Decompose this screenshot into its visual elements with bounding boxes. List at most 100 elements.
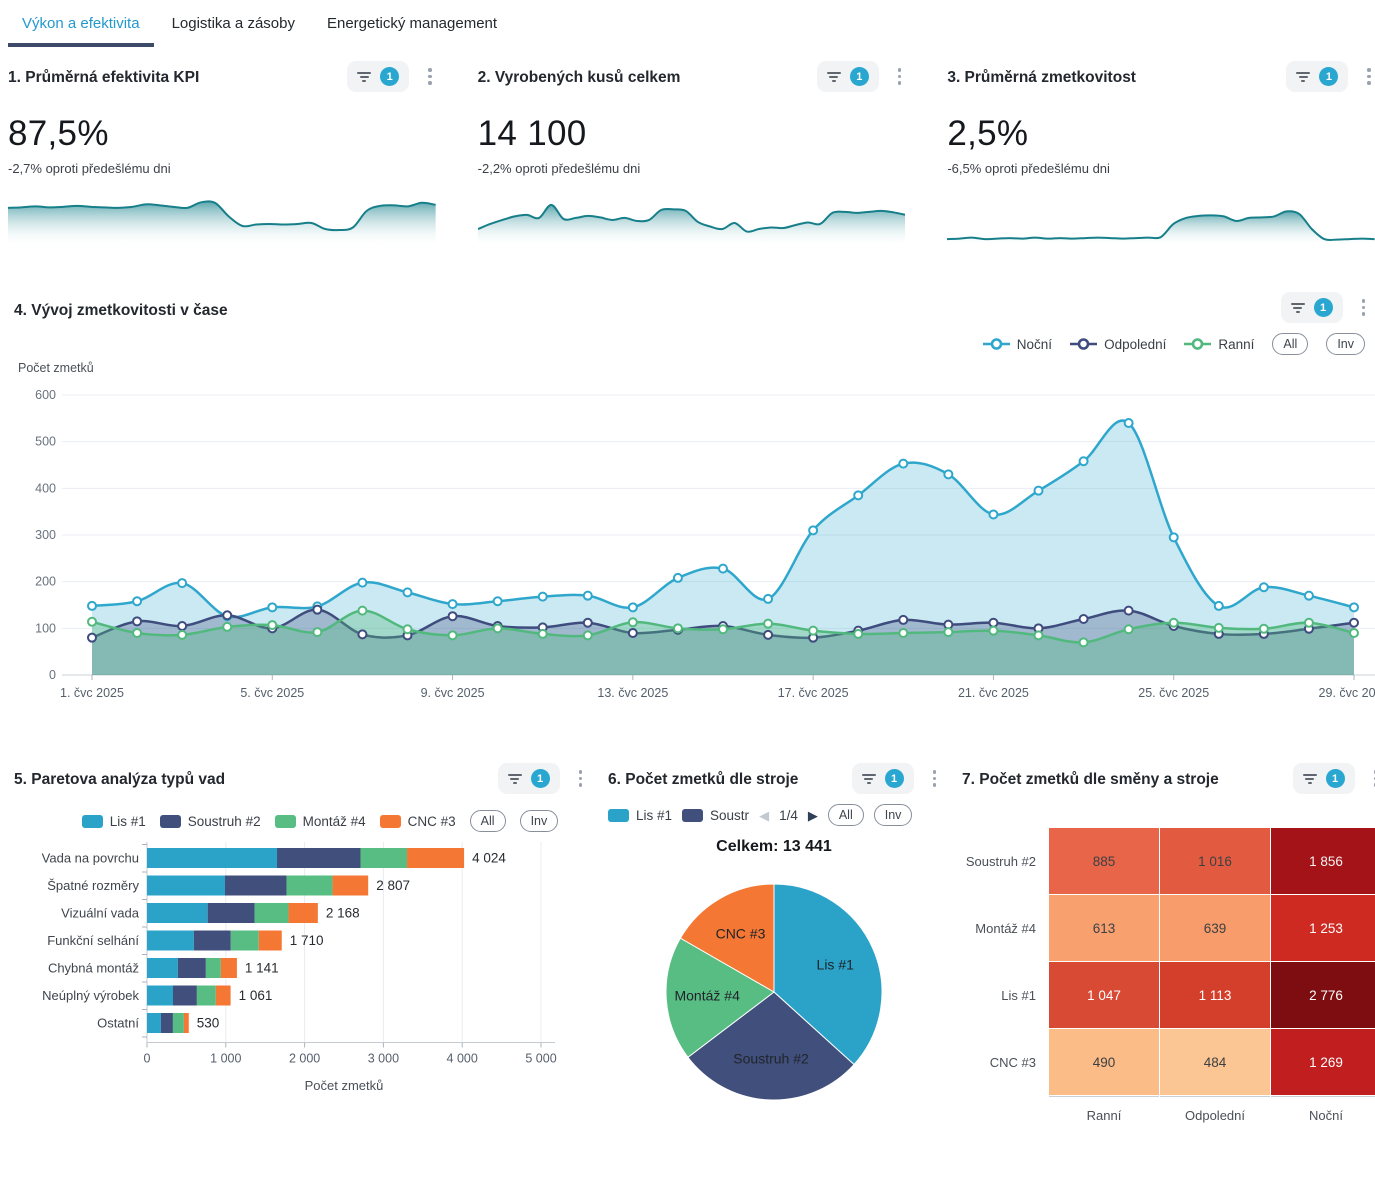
bar-segment[interactable]: [205, 958, 221, 978]
data-point[interactable]: [87, 600, 97, 611]
data-point[interactable]: [988, 617, 999, 628]
bar-segment[interactable]: [147, 903, 208, 923]
tab-logistika-a-zasoby[interactable]: Logistika a zásoby: [171, 15, 295, 32]
bar-segment[interactable]: [225, 875, 287, 896]
data-point[interactable]: [1258, 623, 1269, 634]
data-point[interactable]: [672, 623, 683, 634]
data-point[interactable]: [267, 620, 278, 631]
kebab-menu-icon[interactable]: [575, 765, 587, 792]
legend-item-ranní[interactable]: Ranní: [1184, 337, 1254, 352]
legend-item-cnc-3[interactable]: CNC #3: [379, 814, 456, 829]
data-point[interactable]: [582, 630, 593, 641]
data-point[interactable]: [1078, 456, 1089, 467]
data-point[interactable]: [1078, 614, 1089, 624]
data-point[interactable]: [1168, 617, 1179, 628]
filter-button[interactable]: 1: [1280, 292, 1343, 323]
data-point[interactable]: [492, 623, 503, 634]
data-point[interactable]: [537, 628, 548, 639]
data-point[interactable]: [312, 627, 323, 638]
data-point[interactable]: [763, 618, 774, 629]
data-point[interactable]: [132, 616, 143, 627]
bar-segment[interactable]: [258, 930, 282, 951]
filter-button[interactable]: 1: [851, 763, 914, 794]
data-point[interactable]: [1213, 622, 1224, 633]
bar-segment[interactable]: [147, 875, 226, 896]
data-point[interactable]: [402, 624, 413, 635]
bar-segment[interactable]: [220, 958, 237, 978]
tab-vykon-a-efektivita[interactable]: Výkon a efektivita: [6, 0, 156, 47]
data-point[interactable]: [988, 625, 999, 636]
data-point[interactable]: [1123, 624, 1134, 635]
data-point[interactable]: [672, 572, 683, 583]
filter-button[interactable]: 1: [1286, 61, 1349, 92]
data-point[interactable]: [627, 602, 638, 613]
data-point[interactable]: [1033, 630, 1044, 641]
bar-segment[interactable]: [207, 903, 255, 923]
data-point[interactable]: [1123, 605, 1134, 616]
data-point[interactable]: [222, 621, 233, 632]
data-point[interactable]: [898, 458, 909, 469]
bar-segment[interactable]: [147, 848, 278, 868]
legend-item-lis-1[interactable]: Lis #1: [81, 814, 146, 829]
legend-item-lis-1[interactable]: Lis #1: [608, 808, 672, 823]
pie-slice-mont-4[interactable]: [665, 937, 775, 1058]
legend-item-odpolední[interactable]: Odpolední: [1070, 337, 1166, 352]
data-point[interactable]: [1168, 532, 1179, 543]
data-point[interactable]: [402, 587, 413, 598]
kebab-menu-icon[interactable]: [894, 63, 906, 90]
bar-segment[interactable]: [286, 875, 333, 896]
pie-slice-cnc-3[interactable]: [679, 883, 775, 993]
filter-button[interactable]: 1: [816, 61, 879, 92]
legend-prev-page-icon[interactable]: ◀: [759, 807, 770, 823]
bar-segment[interactable]: [147, 985, 174, 1006]
legend-all-button[interactable]: All: [469, 810, 506, 832]
bar-segment[interactable]: [160, 1013, 173, 1033]
legend-item-noční[interactable]: Noční: [982, 337, 1052, 352]
bar-segment[interactable]: [183, 1013, 189, 1033]
data-point[interactable]: [898, 628, 909, 638]
bar-segment[interactable]: [147, 1013, 161, 1033]
bar-segment[interactable]: [277, 848, 361, 868]
bar-segment[interactable]: [173, 985, 197, 1006]
legend-all-button[interactable]: All: [1272, 333, 1309, 355]
data-point[interactable]: [537, 591, 548, 602]
data-point[interactable]: [1033, 485, 1044, 496]
data-point[interactable]: [898, 614, 909, 625]
data-point[interactable]: [1213, 600, 1224, 611]
kebab-menu-icon[interactable]: [929, 765, 941, 792]
data-point[interactable]: [447, 599, 458, 610]
data-point[interactable]: [1303, 590, 1314, 601]
data-point[interactable]: [1303, 617, 1314, 628]
data-point[interactable]: [718, 624, 728, 635]
data-point[interactable]: [808, 525, 819, 536]
bar-segment[interactable]: [147, 930, 194, 951]
data-point[interactable]: [132, 628, 143, 638]
data-point[interactable]: [1078, 637, 1089, 648]
bar-segment[interactable]: [193, 930, 231, 951]
tab-energeticky-management[interactable]: Energetický management: [326, 15, 498, 32]
kebab-menu-icon[interactable]: [1358, 294, 1370, 321]
data-point[interactable]: [763, 629, 774, 640]
bar-segment[interactable]: [332, 875, 369, 896]
bar-segment[interactable]: [288, 903, 318, 923]
data-point[interactable]: [943, 627, 954, 638]
data-point[interactable]: [177, 629, 188, 640]
filter-button[interactable]: 1: [497, 763, 560, 794]
pie-slice-soustruh-2[interactable]: [687, 991, 855, 1101]
filter-button[interactable]: 1: [1292, 763, 1355, 794]
bar-segment[interactable]: [230, 930, 259, 951]
filter-button[interactable]: 1: [347, 61, 410, 92]
data-point[interactable]: [447, 611, 458, 622]
legend-inv-button[interactable]: Inv: [873, 804, 913, 826]
kebab-menu-icon[interactable]: [1370, 765, 1375, 792]
bar-segment[interactable]: [407, 848, 465, 868]
legend-item-mont-4[interactable]: Montáž #4: [274, 814, 366, 829]
bar-segment[interactable]: [196, 985, 216, 1006]
data-point[interactable]: [357, 629, 368, 640]
data-point[interactable]: [312, 604, 323, 615]
data-point[interactable]: [177, 621, 188, 631]
bar-segment[interactable]: [360, 848, 408, 868]
data-point[interactable]: [222, 610, 233, 621]
data-point[interactable]: [87, 616, 97, 627]
data-point[interactable]: [808, 625, 819, 636]
